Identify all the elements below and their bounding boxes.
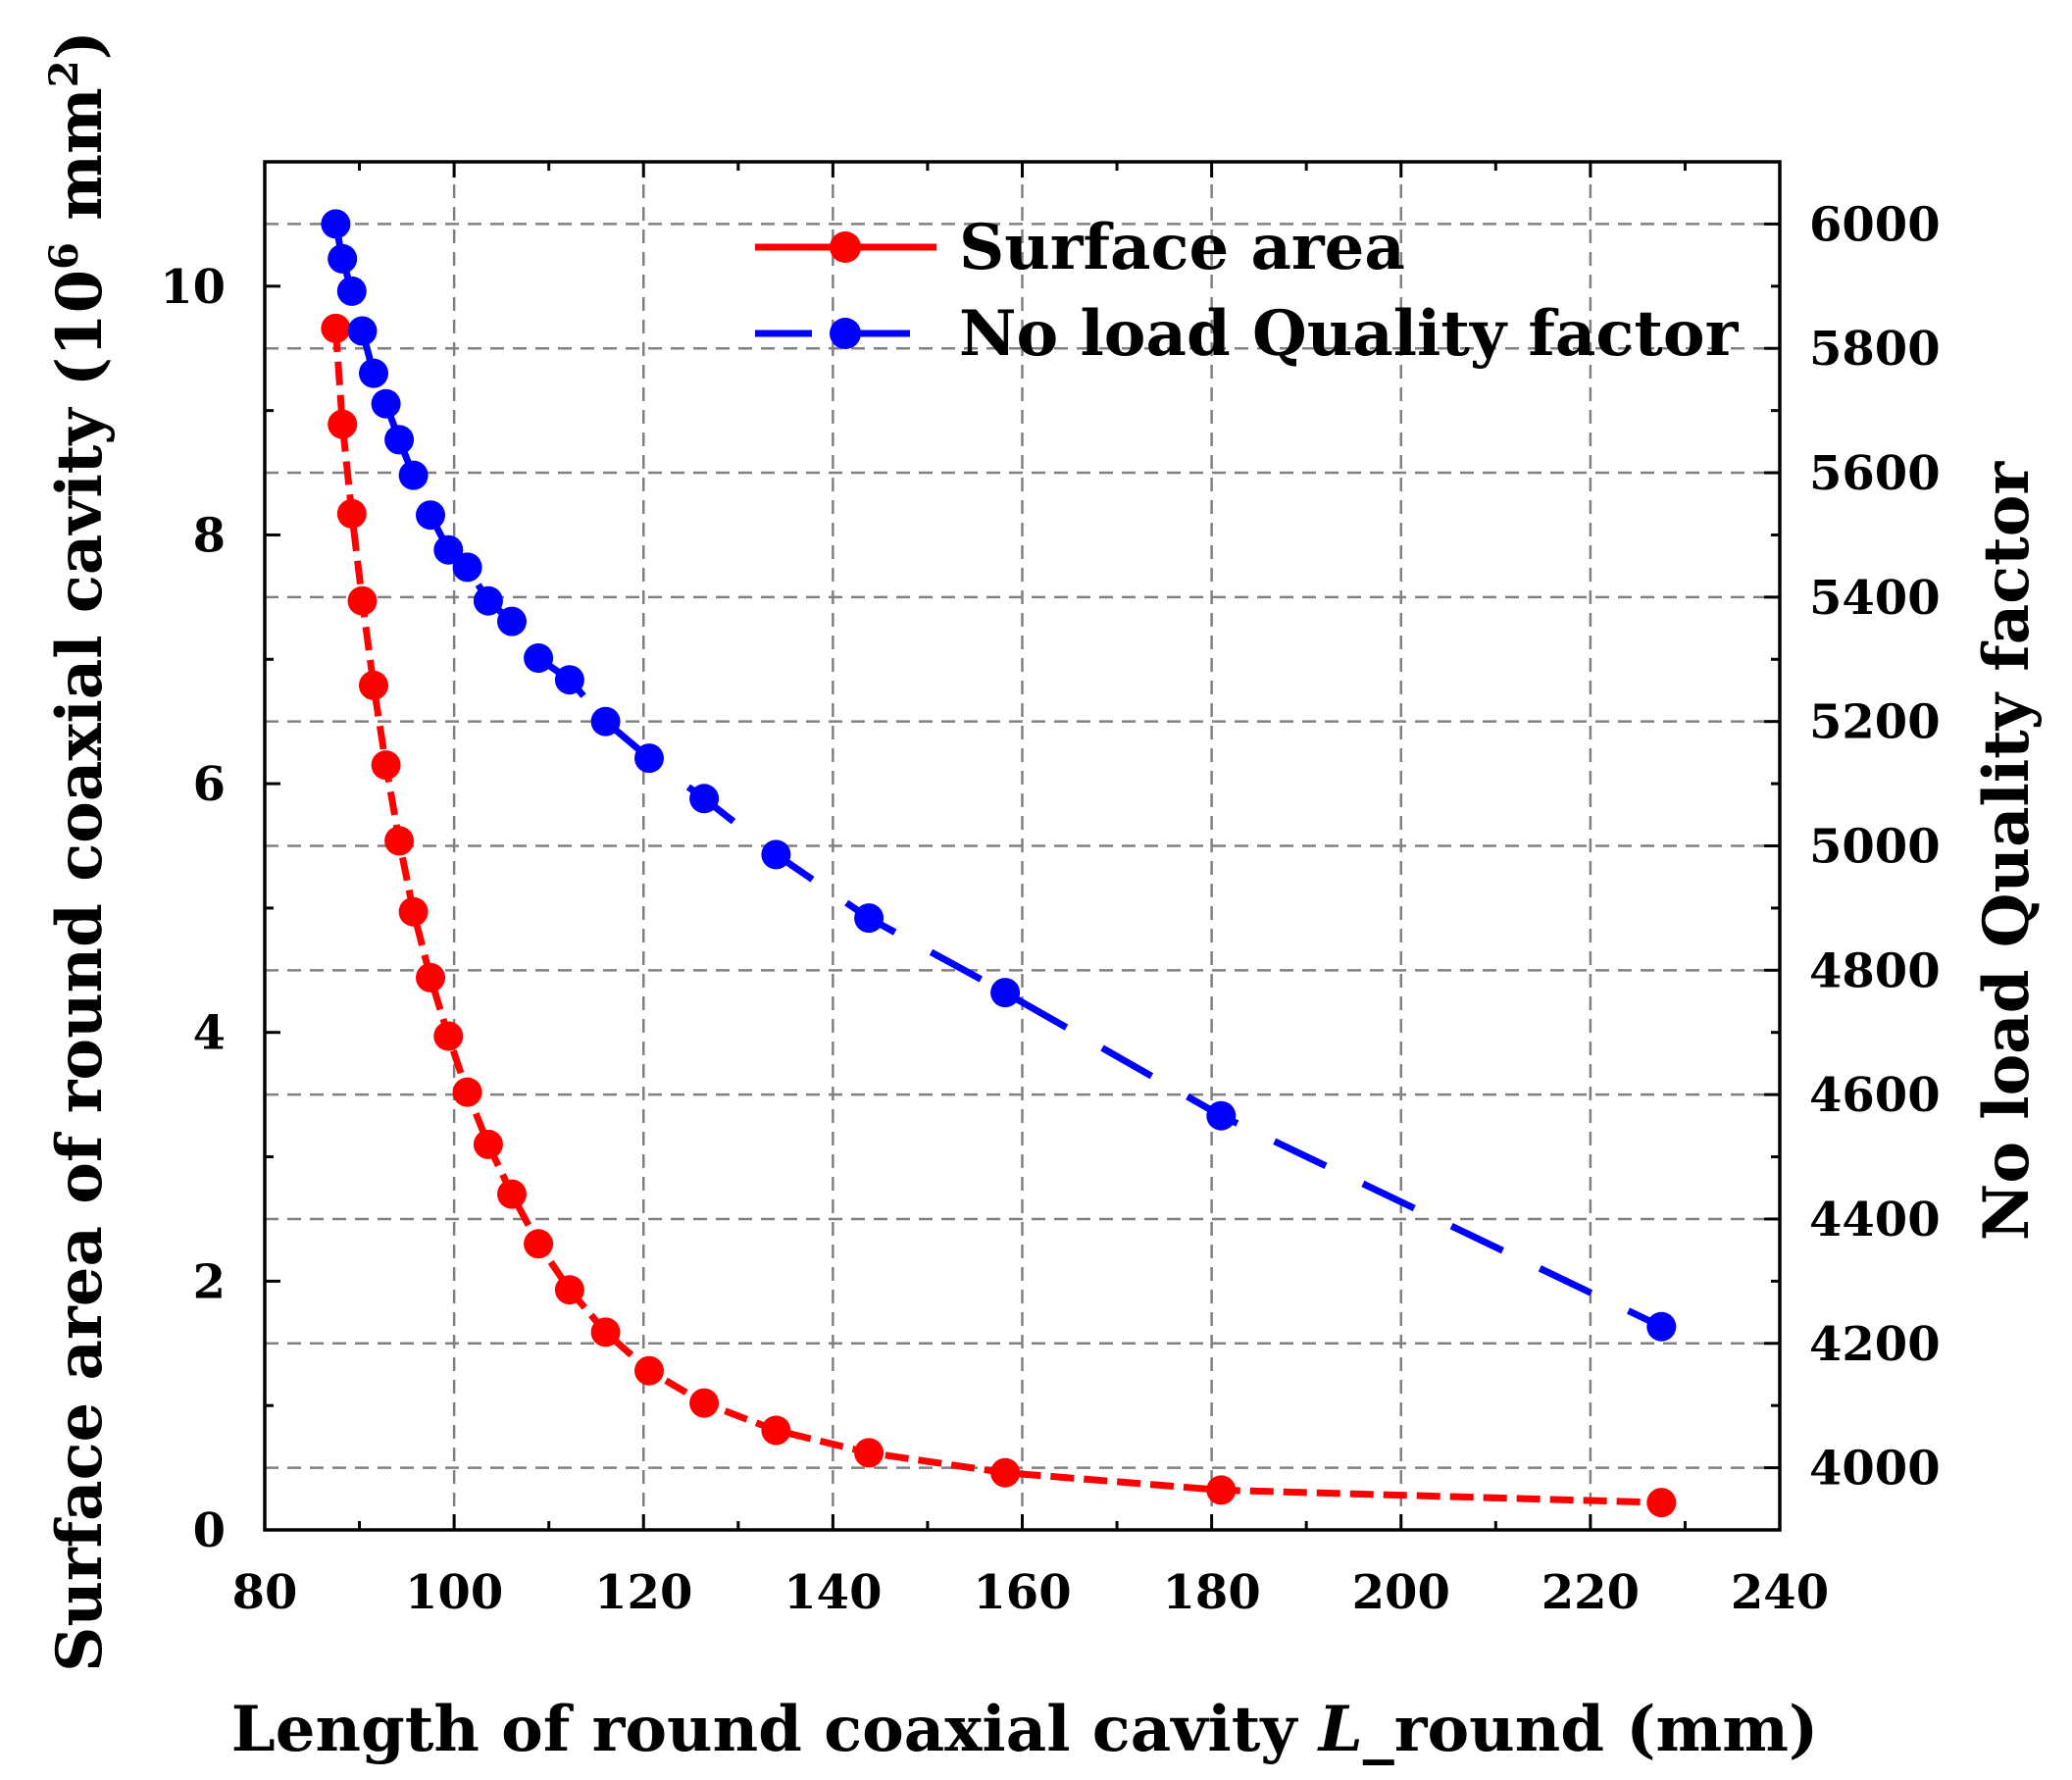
data-point (689, 784, 720, 814)
data-point (371, 750, 401, 781)
y-left-tick-label: 0 (193, 1503, 226, 1558)
data-point (371, 388, 401, 419)
y-axis-right-title: No load Quality factor (1970, 461, 2044, 1242)
y-left-tick-label: 6 (193, 757, 226, 812)
x-tick-label: 100 (405, 1565, 503, 1620)
x-tick-label: 200 (1352, 1565, 1450, 1620)
legend-label-surface-area: Surface area (959, 211, 1405, 284)
data-point (336, 498, 367, 529)
legend-item-quality-factor: No load Quality factor (755, 297, 1740, 371)
data-point (416, 962, 445, 992)
x-tick-label: 160 (973, 1565, 1071, 1620)
y-right-tick-label: 5000 (1809, 820, 1941, 875)
data-point (359, 670, 388, 700)
y-right-tick-label: 5800 (1809, 322, 1941, 377)
data-point (398, 460, 429, 490)
data-point (473, 1129, 503, 1159)
x-tick-label: 140 (783, 1565, 882, 1620)
data-point (473, 585, 503, 616)
y-left-tick-label: 10 (160, 260, 226, 315)
x-tick-label: 180 (1163, 1565, 1261, 1620)
y-right-tick-label: 5200 (1809, 695, 1941, 750)
x-tick-label: 80 (232, 1565, 298, 1620)
y-axis-left-title: Surface area of round coaxial cavity (10… (41, 30, 117, 1672)
data-point (398, 896, 429, 927)
data-point (854, 1438, 884, 1468)
data-point (452, 1077, 482, 1107)
data-point (1206, 1100, 1237, 1131)
data-point (854, 903, 884, 934)
data-point (590, 706, 621, 737)
y-right-tick-label: 4000 (1809, 1442, 1941, 1497)
legend-marker-surface-area (830, 231, 861, 263)
y-left-tick-label: 4 (193, 1006, 226, 1061)
data-point (347, 316, 378, 346)
data-point (524, 643, 554, 673)
legend: Surface area No load Quality factor (755, 211, 1740, 371)
y-right-tick-label: 4400 (1809, 1193, 1941, 1247)
data-point (416, 500, 445, 531)
y-right-tick-label: 4600 (1809, 1068, 1941, 1123)
data-point (433, 1021, 464, 1051)
data-point (1206, 1475, 1237, 1505)
data-point (497, 606, 527, 636)
y-right-tick-label: 4200 (1809, 1317, 1941, 1372)
data-point (634, 743, 664, 774)
data-point (590, 1317, 621, 1348)
data-point (347, 585, 378, 616)
data-point (433, 534, 464, 565)
data-point (524, 1229, 554, 1259)
axis-ticks (263, 162, 1782, 1532)
x-tick-label: 240 (1731, 1565, 1829, 1620)
data-point (761, 1415, 791, 1446)
data-point (359, 358, 388, 388)
data-point (384, 826, 415, 856)
legend-marker-quality-factor (830, 318, 861, 349)
series-line (331, 328, 1662, 1506)
y-right-tick-label: 6000 (1809, 197, 1941, 252)
series-surface-area (321, 313, 1677, 1518)
series-quality-factor (321, 209, 1677, 1342)
data-point (328, 409, 358, 439)
x-tick-label: 220 (1541, 1565, 1640, 1620)
data-point (497, 1179, 527, 1209)
data-point (321, 209, 351, 239)
data-point (384, 425, 415, 455)
grid (265, 162, 1780, 1530)
y-right-tick-label: 5600 (1809, 446, 1941, 501)
data-point (554, 1275, 584, 1305)
data-point (990, 1457, 1021, 1488)
data-point (761, 839, 791, 870)
plot-series (321, 209, 1677, 1518)
legend-label-quality-factor: No load Quality factor (959, 297, 1740, 371)
data-point (1646, 1311, 1677, 1342)
data-point (336, 276, 367, 306)
legend-item-surface-area: Surface area (755, 211, 1405, 284)
x-tick-label: 120 (594, 1565, 692, 1620)
data-point (321, 313, 351, 343)
data-point (634, 1355, 664, 1386)
data-point (990, 978, 1021, 1008)
data-point (328, 243, 358, 274)
y-left-tick-label: 8 (193, 508, 226, 563)
data-point (1646, 1488, 1677, 1518)
y-right-tick-label: 5400 (1809, 571, 1941, 626)
data-point (452, 552, 482, 583)
data-point (689, 1388, 720, 1418)
tick-labels: 80 100 120 140 160 180 200 220 240 0 2 4 6 8 10 4000 420… (160, 197, 1940, 1620)
y-right-tick-label: 4800 (1809, 943, 1941, 998)
data-point (554, 665, 584, 695)
y-left-tick-label: 2 (193, 1254, 226, 1309)
x-axis-title: Length of round coaxial cavity L_round (… (231, 1693, 1819, 1766)
